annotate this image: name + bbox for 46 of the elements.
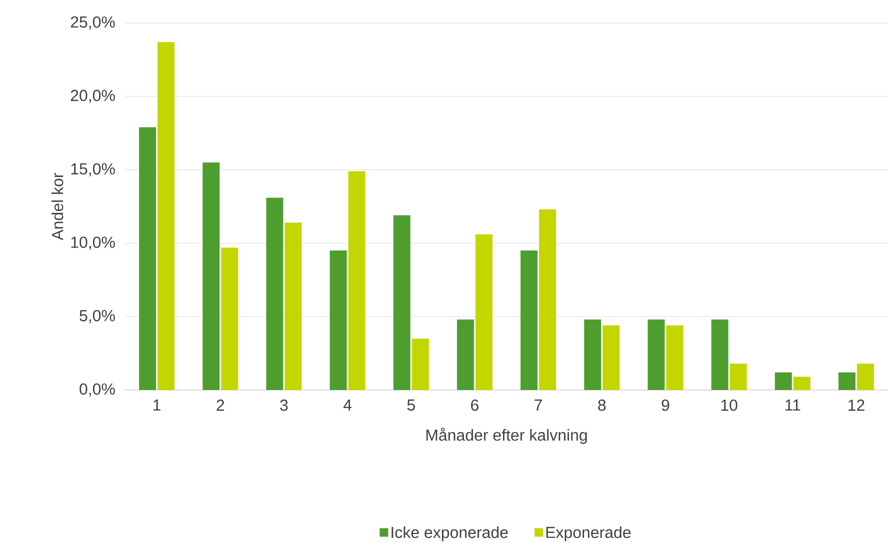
- bar: [666, 325, 684, 390]
- y-tick-label: 20,0%: [70, 90, 115, 103]
- bar: [475, 234, 492, 390]
- x-tick-label: 3: [280, 400, 288, 411]
- bar: [412, 338, 429, 390]
- x-tick-label: 8: [598, 400, 606, 411]
- x-tick-label: 10: [721, 400, 738, 411]
- bar: [221, 248, 238, 390]
- x-tick-label: 12: [848, 400, 864, 411]
- bar: [730, 364, 747, 390]
- x-tick-label: 9: [662, 400, 670, 411]
- legend-label: Icke exponerade: [392, 526, 508, 542]
- x-tick-label: 2: [216, 400, 224, 411]
- bar: [539, 209, 556, 390]
- bar: [456, 320, 474, 390]
- x-tick-label: 4: [343, 400, 352, 411]
- bar: [711, 320, 728, 390]
- bar: [774, 372, 792, 390]
- bar: [856, 364, 874, 390]
- bar: [520, 250, 538, 390]
- x-axis-title: Månader efter kalvning: [426, 428, 587, 444]
- bar: [330, 250, 347, 390]
- x-tick-label: 6: [471, 400, 478, 411]
- x-tick-label: 5: [407, 400, 415, 411]
- bar: [838, 372, 856, 390]
- bar: [202, 162, 220, 390]
- bar: [648, 320, 665, 390]
- y-axis-title: Andel kor: [51, 172, 64, 240]
- bar: [284, 222, 302, 390]
- y-tick-label: 0,0%: [80, 383, 115, 397]
- bar: [266, 198, 284, 390]
- x-tick-label: 11: [786, 400, 800, 411]
- legend-label: Exponerade: [546, 526, 631, 542]
- y-tick-label: 15,0%: [71, 163, 115, 176]
- x-tick-label: 7: [534, 400, 542, 411]
- bar: [793, 376, 810, 390]
- y-tick-label: 25,0%: [70, 16, 115, 30]
- bar: [602, 325, 620, 390]
- bar: [584, 320, 602, 390]
- bar: [348, 171, 366, 390]
- bar: [393, 215, 410, 390]
- y-tick-label: 10,0%: [71, 236, 115, 250]
- bar: [158, 42, 175, 390]
- bar: [139, 127, 156, 390]
- x-tick-label: 1: [154, 400, 160, 411]
- y-tick-label: 5,0%: [80, 310, 115, 324]
